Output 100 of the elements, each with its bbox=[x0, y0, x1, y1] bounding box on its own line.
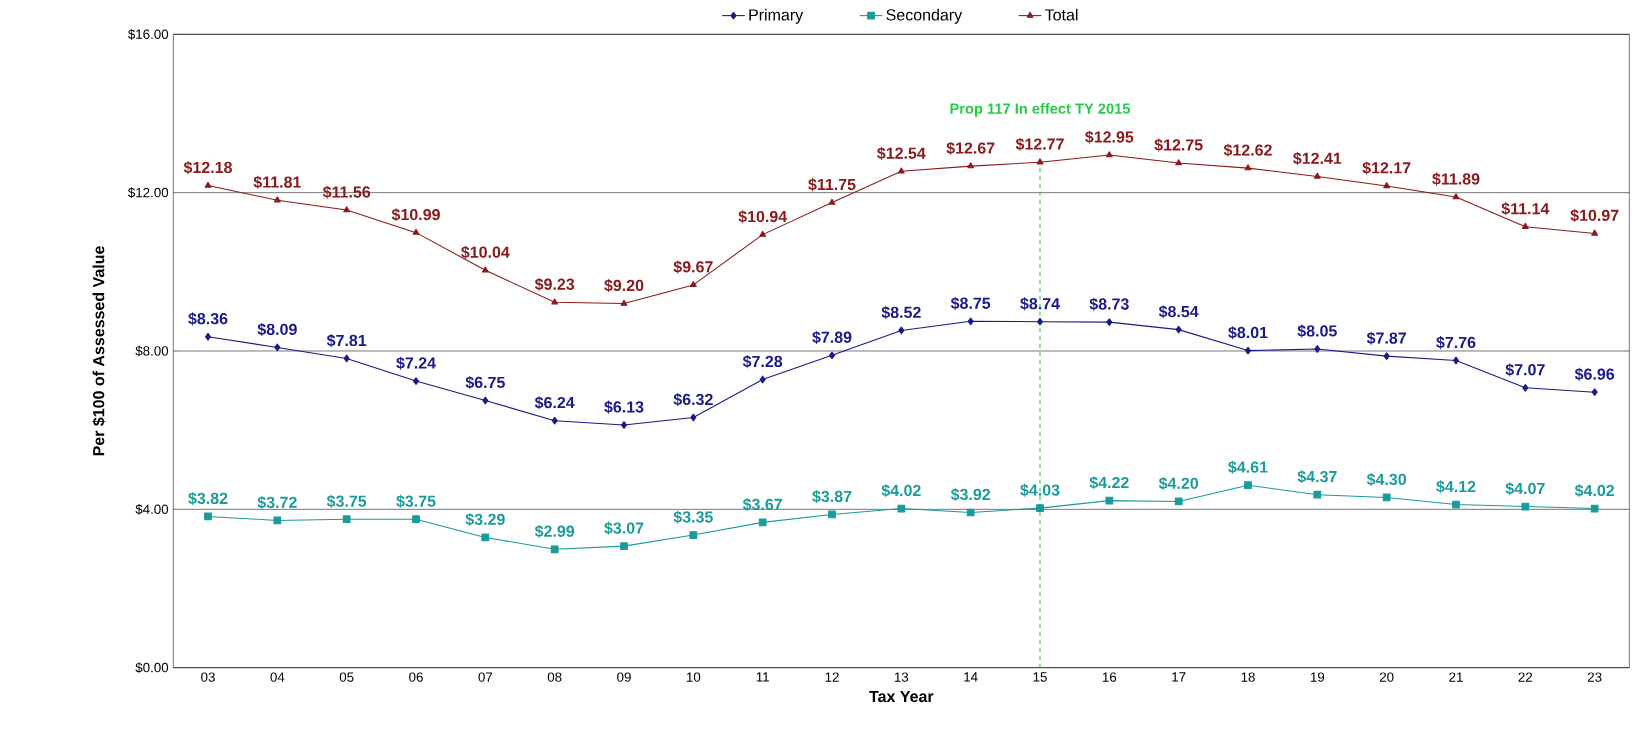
x-tick-label: 10 bbox=[686, 672, 701, 682]
point bbox=[1590, 504, 1599, 513]
data-label: $8.09 bbox=[257, 322, 297, 337]
point bbox=[1383, 182, 1391, 189]
data-label: $2.99 bbox=[534, 524, 575, 538]
data-label: $6.24 bbox=[534, 396, 575, 410]
point bbox=[759, 375, 766, 384]
x-tick-label: 14 bbox=[964, 672, 978, 682]
data-label: $7.89 bbox=[812, 330, 852, 344]
ref-line-label: Prop 117 In effect TY 2015 bbox=[950, 103, 1131, 117]
data-label: $3.07 bbox=[604, 521, 644, 535]
x-tick-label: 07 bbox=[478, 672, 493, 682]
point bbox=[828, 351, 836, 360]
point bbox=[897, 167, 905, 174]
data-label: $3.82 bbox=[188, 492, 228, 506]
data-label: $6.32 bbox=[673, 393, 713, 407]
point bbox=[1591, 229, 1599, 236]
data-label: $6.13 bbox=[604, 400, 644, 414]
data-label: $8.36 bbox=[188, 312, 228, 326]
point bbox=[1313, 172, 1321, 179]
data-label: $4.20 bbox=[1158, 476, 1199, 491]
data-label: $10.97 bbox=[1570, 208, 1619, 223]
data-label: $7.28 bbox=[742, 355, 783, 369]
point bbox=[551, 298, 559, 305]
data-label: $12.17 bbox=[1362, 161, 1411, 175]
data-label: $11.89 bbox=[1432, 172, 1480, 186]
data-label: $12.62 bbox=[1223, 143, 1272, 157]
data-label: $11.14 bbox=[1501, 202, 1550, 216]
y-tick-label: $12.00 bbox=[128, 187, 169, 199]
point bbox=[482, 396, 489, 405]
point bbox=[1521, 502, 1530, 511]
x-tick-label: 22 bbox=[1518, 672, 1533, 682]
point bbox=[274, 343, 281, 352]
data-label: $8.01 bbox=[1228, 326, 1268, 340]
point bbox=[342, 515, 351, 524]
point bbox=[412, 377, 420, 385]
data-label: $7.76 bbox=[1436, 336, 1476, 350]
point bbox=[966, 508, 975, 517]
point bbox=[1313, 490, 1322, 499]
data-label: $4.02 bbox=[1574, 484, 1615, 498]
x-tick-label: 13 bbox=[894, 672, 909, 682]
data-label: $8.74 bbox=[1020, 297, 1060, 311]
data-label: $4.03 bbox=[1020, 483, 1060, 497]
point bbox=[550, 545, 559, 554]
data-label: $8.05 bbox=[1297, 324, 1337, 338]
x-tick-label: 17 bbox=[1172, 672, 1186, 682]
data-label: $10.94 bbox=[738, 210, 788, 224]
point bbox=[343, 206, 351, 213]
x-tick-label: 16 bbox=[1102, 672, 1117, 682]
data-label: $3.87 bbox=[812, 490, 852, 504]
point bbox=[1383, 352, 1390, 361]
point bbox=[343, 354, 350, 363]
x-tick-label: 21 bbox=[1449, 672, 1463, 682]
point bbox=[1591, 388, 1598, 397]
data-label: $3.75 bbox=[396, 494, 436, 508]
x-tick-label: 05 bbox=[339, 672, 354, 682]
data-label: $12.54 bbox=[877, 146, 926, 160]
data-label: $9.23 bbox=[534, 277, 575, 291]
point bbox=[412, 228, 420, 235]
x-tick-label: 11 bbox=[756, 672, 769, 682]
point bbox=[967, 162, 975, 169]
data-label: $4.37 bbox=[1297, 470, 1337, 484]
point bbox=[204, 332, 212, 341]
point bbox=[898, 326, 905, 335]
data-label: $7.24 bbox=[396, 356, 436, 370]
data-label: $9.20 bbox=[604, 279, 644, 293]
y-tick-label: $16.00 bbox=[128, 28, 169, 40]
point bbox=[1106, 318, 1113, 326]
data-label: $8.54 bbox=[1158, 305, 1199, 319]
x-axis-title: Tax Year bbox=[869, 690, 934, 703]
data-label: $12.77 bbox=[1015, 137, 1064, 151]
point bbox=[1452, 193, 1460, 200]
data-label: $12.75 bbox=[1154, 138, 1203, 152]
point bbox=[689, 281, 697, 288]
x-tick-label: 03 bbox=[201, 672, 215, 682]
y-tick-label: $4.00 bbox=[135, 503, 169, 515]
point bbox=[828, 198, 836, 205]
data-label: $7.07 bbox=[1505, 363, 1545, 377]
data-label: $10.04 bbox=[461, 245, 510, 259]
data-label: $4.22 bbox=[1089, 476, 1129, 490]
point bbox=[620, 542, 628, 551]
y-tick-label: $8.00 bbox=[135, 345, 169, 357]
data-label: $6.96 bbox=[1574, 367, 1615, 381]
data-label: $8.52 bbox=[881, 305, 921, 320]
point bbox=[620, 421, 628, 429]
point bbox=[1452, 356, 1460, 365]
data-label: $6.75 bbox=[465, 376, 505, 390]
x-tick-label: 19 bbox=[1310, 672, 1325, 682]
point bbox=[897, 504, 906, 513]
x-tick-label: 18 bbox=[1241, 672, 1255, 682]
point bbox=[1244, 346, 1252, 355]
data-label: $7.81 bbox=[326, 334, 367, 348]
point bbox=[273, 196, 281, 203]
x-tick-label: 20 bbox=[1379, 672, 1394, 682]
data-label: $4.61 bbox=[1228, 460, 1268, 474]
point bbox=[481, 533, 490, 542]
x-tick-label: 09 bbox=[617, 672, 631, 682]
point bbox=[828, 510, 836, 519]
data-label: $3.29 bbox=[465, 512, 505, 527]
data-label: $4.02 bbox=[881, 484, 921, 498]
